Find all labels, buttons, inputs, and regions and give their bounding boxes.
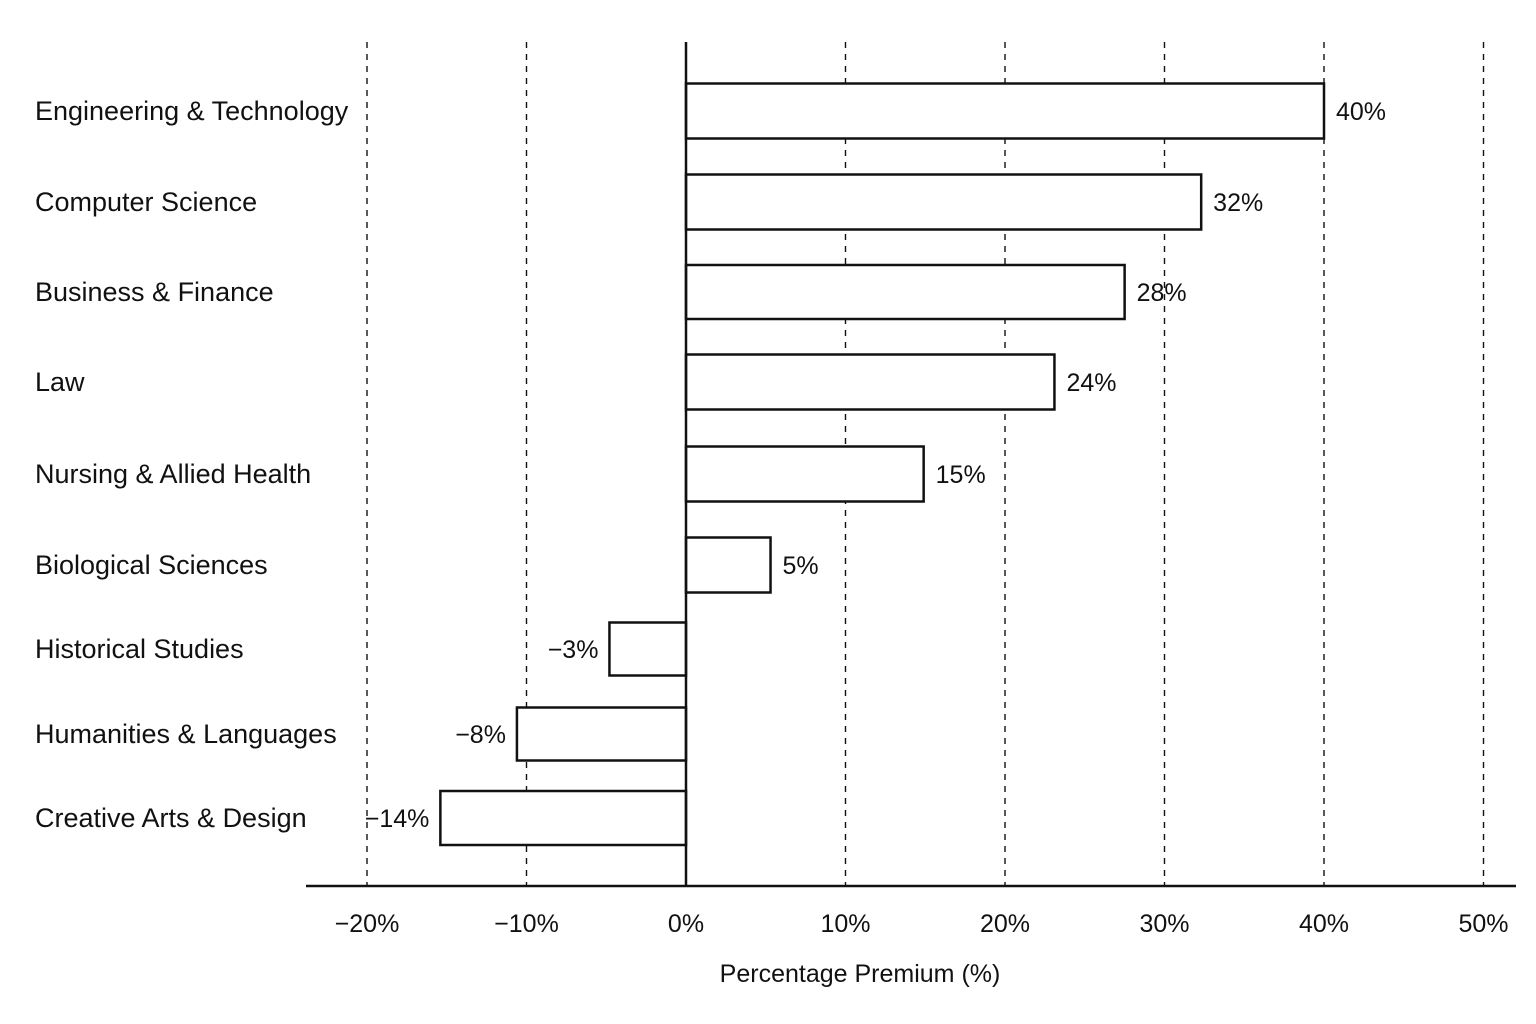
category-label: Nursing & Allied Health (35, 459, 311, 489)
value-label: −8% (455, 721, 506, 749)
bar (684, 536, 772, 594)
bar (684, 353, 1056, 411)
x-axis-title: Percentage Premium (%) (720, 960, 1001, 988)
bar (608, 621, 688, 677)
x-tick-label: 20% (980, 910, 1030, 938)
bar (684, 263, 1126, 321)
bar (684, 173, 1203, 231)
value-label: −14% (365, 805, 430, 833)
category-label: Creative Arts & Design (35, 803, 307, 833)
value-label: 15% (936, 461, 986, 489)
bar (439, 789, 688, 847)
category-label: Engineering & Technology (35, 96, 349, 126)
x-tick-label: 10% (820, 910, 870, 938)
category-label: Humanities & Languages (35, 719, 337, 749)
category-label: Historical Studies (35, 634, 244, 664)
value-label: 32% (1213, 189, 1263, 217)
value-label: 5% (783, 552, 819, 580)
x-tick-label: −10% (494, 910, 559, 938)
category-label: Law (35, 367, 85, 397)
bar (684, 445, 925, 503)
axes: −20% −10% 0% 10% 20% 30% 40% 50% (306, 42, 1516, 938)
value-label: 24% (1066, 369, 1116, 397)
value-label: 40% (1336, 98, 1386, 126)
category-label: Business & Finance (35, 277, 274, 307)
x-tick-label: −20% (335, 910, 400, 938)
bar (515, 706, 688, 762)
value-label: −3% (548, 636, 599, 664)
bar (684, 82, 1326, 140)
labels: Engineering & Technology Computer Science… (35, 96, 1386, 833)
x-tick-label: 30% (1139, 910, 1189, 938)
value-label: 28% (1137, 279, 1187, 307)
category-label: Computer Science (35, 187, 257, 217)
x-tick-label: 50% (1458, 910, 1508, 938)
bars (439, 82, 1326, 847)
x-tick-label: 40% (1299, 910, 1349, 938)
category-label: Biological Sciences (35, 550, 268, 580)
x-tick-label: 0% (668, 910, 704, 938)
